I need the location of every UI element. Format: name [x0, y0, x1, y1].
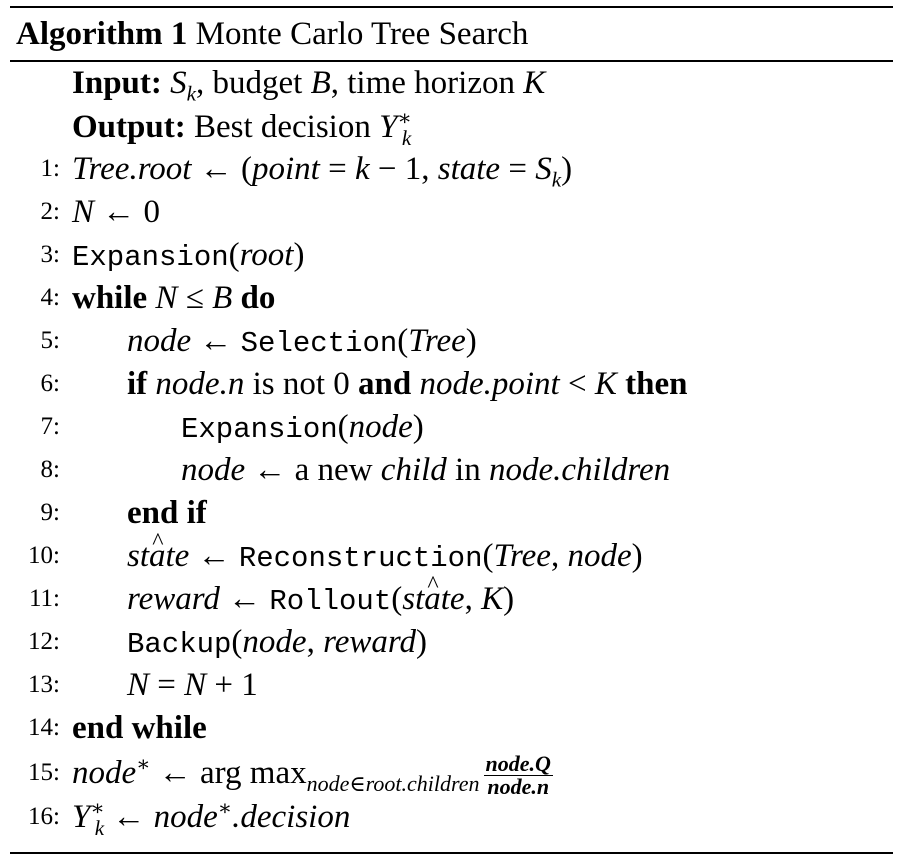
algorithm-header: Algorithm 1 Monte Carlo Tree Search	[16, 14, 528, 54]
keyword-end-if: end if	[127, 495, 207, 531]
line-number: 6:	[40, 370, 60, 397]
line-number: 14:	[28, 714, 60, 741]
keyword-do: do	[240, 280, 276, 316]
line-number: 9:	[40, 499, 60, 526]
procedure-reconstruction: Reconstruction	[238, 542, 483, 575]
keyword-while: while	[72, 280, 148, 316]
procedure-selection: Selection	[240, 327, 398, 360]
procedure-rollout: Rollout	[269, 585, 392, 618]
line-number: 1:	[40, 155, 60, 182]
bottom-rule	[10, 852, 893, 854]
keyword-then: then	[625, 366, 688, 402]
keyword-and: and	[358, 366, 412, 402]
keyword-if: if	[127, 366, 148, 402]
line-number: 12:	[28, 628, 60, 655]
line-number: 16:	[28, 803, 60, 830]
procedure-backup: Backup	[127, 628, 232, 661]
input-label: Input:	[72, 65, 162, 101]
procedure-expansion: Expansion	[181, 413, 338, 446]
line-number: 10:	[28, 542, 60, 569]
header-rule	[10, 60, 893, 62]
text-is-not: is not 0	[252, 366, 350, 402]
algorithm-label: Algorithm 1	[16, 16, 188, 52]
fraction: node.Q node.n	[483, 750, 553, 799]
procedure-expansion: Expansion	[72, 241, 229, 274]
line-number: 5:	[40, 327, 60, 354]
line-number: 15:	[28, 759, 60, 786]
algorithm-title: Monte Carlo Tree Search	[195, 16, 529, 52]
line-number: 8:	[40, 456, 60, 483]
line-number: 4:	[40, 284, 60, 311]
keyword-end-while: end while	[72, 710, 207, 746]
line-number: 11:	[28, 585, 60, 612]
output-text: Best decision	[193, 109, 371, 145]
output-label: Output:	[72, 109, 186, 145]
line-number: 3:	[40, 241, 60, 268]
line-number: 2:	[40, 198, 60, 225]
line-number: 13:	[28, 671, 60, 698]
top-rule	[10, 6, 893, 8]
line-number: 7:	[40, 413, 60, 440]
